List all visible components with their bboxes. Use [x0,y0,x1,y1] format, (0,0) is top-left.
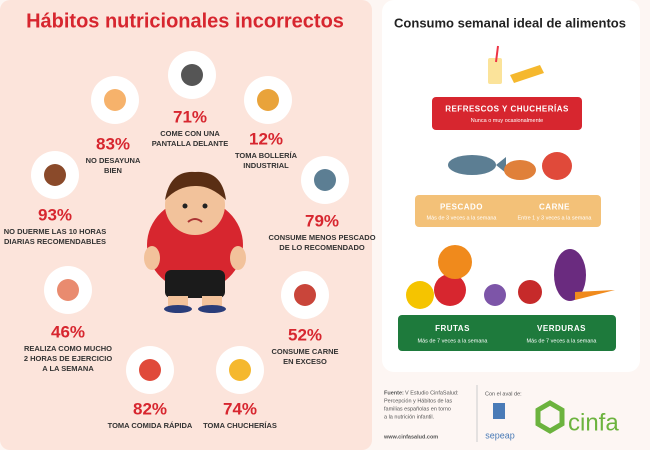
tier-name: PESCADO [440,202,483,211]
source-label: Fuente: [384,390,404,396]
tier-box [415,195,601,227]
item-label: DE LO RECOMENDADO [279,243,365,252]
item-label: REALIZA COMO MUCHO [24,344,112,353]
percentage: 52% [288,325,322,344]
cinfa-logo-mark [535,400,565,434]
icon [104,89,126,111]
item-label: NO DESAYUNA [86,156,141,165]
icon [229,359,251,381]
percentage: 74% [223,399,257,418]
percentage: 83% [96,134,130,153]
tier-frequency: Más de 3 veces a la semana [426,215,497,221]
right-title: Consumo semanal ideal de alimentos [394,15,626,30]
icon [294,284,316,306]
url: www.cinfasalud.com [383,434,438,440]
percentage: 71% [173,107,207,126]
left-title: Hábitos nutricionales incorrectos [26,10,344,32]
tier-name: REFRESCOS Y CHUCHERÍAS [445,105,569,114]
item-label: EN EXCESO [283,357,327,366]
endorser: sepeap [485,430,515,440]
source-line: V Estudio CinfaSalud: [405,390,459,396]
item-label: DIARIAS RECOMENDABLES [4,237,106,246]
item-label: COME CON UNA [160,129,220,138]
tier-name: CARNE [539,202,570,211]
item-label: A LA SEMANA [42,364,94,373]
item-label: TOMA BOLLERÍA [235,151,298,160]
source-line: a la nutrición infantil. [384,414,435,420]
icon [57,279,79,301]
item-label: 2 HORAS DE EJERCICIO [24,354,113,363]
tier-box [398,315,616,351]
percentage: 93% [38,205,72,224]
item-label: TOMA CHUCHERÍAS [203,421,277,430]
brand: cinfa [568,409,619,436]
tier-frequency: Entre 1 y 3 veces a la semana [518,215,593,221]
tier-name: FRUTAS [435,324,470,333]
percentage: 79% [305,211,339,230]
icon [139,359,161,381]
item-label: NO DUERME LAS 10 HORAS [4,227,107,236]
sepeap-logo-mark [493,403,505,419]
source-line: Percepción y Hábitos de las [384,398,452,404]
tier-frequency: Más de 7 veces a la semana [526,338,597,344]
endorsement: Con el aval de: [485,391,522,397]
tier-box [432,97,582,130]
source-line: familias españolas en torno [384,406,451,412]
item-label: CONSUME MENOS PESCADO [268,233,375,242]
item-label: INDUSTRIAL [243,161,289,170]
icon [314,169,336,191]
percentage: 46% [51,322,85,341]
tier-frequency: Más de 7 veces a la semana [417,338,488,344]
icon [257,89,279,111]
item-label: CONSUME CARNE [271,347,338,356]
percentage: 82% [133,399,167,418]
tier-frequency: Nunca o muy ocasionalmente [471,118,543,124]
item-label: PANTALLA DELANTE [152,139,229,148]
item-label: BIEN [104,166,122,175]
item-label: TOMA COMIDA RÁPIDA [108,421,193,430]
icon [181,64,203,86]
pyramid-illustrations [406,45,615,309]
icon [44,164,66,186]
percentage: 12% [249,129,283,148]
boy-illustration [144,171,246,313]
tier-name: VERDURAS [537,324,586,333]
